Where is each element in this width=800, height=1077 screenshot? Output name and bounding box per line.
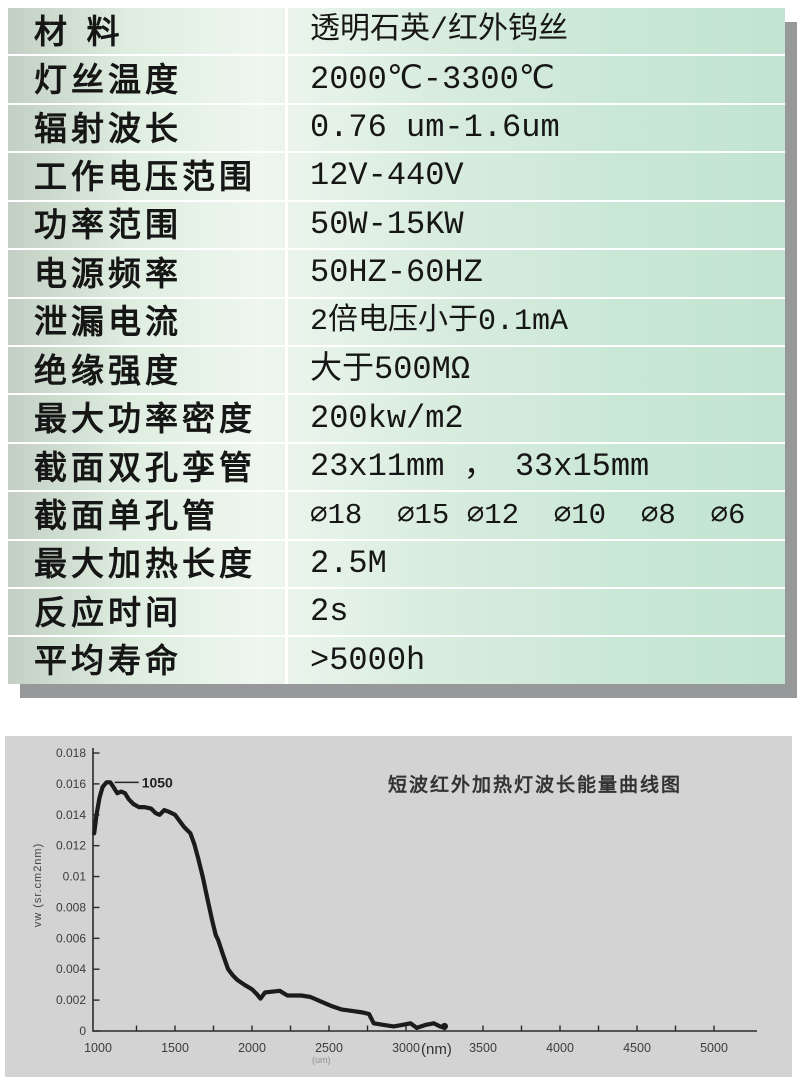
svg-text:1000: 1000	[84, 1041, 112, 1055]
spec-label: 平均寿命	[34, 641, 182, 681]
spec-label: 灯丝温度	[34, 60, 182, 100]
spec-value: >5000h	[310, 641, 426, 679]
svg-text:1050: 1050	[142, 774, 173, 790]
x-unit-small-label: (um)	[312, 1055, 331, 1065]
chart-title: 短波红外加热灯波长能量曲线图	[388, 774, 683, 796]
table-row: 平均寿命 >5000h	[8, 635, 785, 683]
spec-label: 绝缘强度	[34, 350, 182, 390]
spec-value: 50HZ-60HZ	[310, 254, 483, 292]
svg-text:0.006: 0.006	[56, 931, 86, 945]
spec-label: 截面单孔管	[34, 495, 219, 535]
svg-text:1500: 1500	[161, 1041, 189, 1055]
spec-value: 0.76 um-1.6um	[310, 109, 560, 147]
spec-label: 电源频率	[34, 253, 182, 293]
svg-text:0.008: 0.008	[56, 900, 86, 914]
table-row: 功率范围 50W-15KW	[8, 199, 785, 248]
spec-value: 12V-440V	[310, 157, 464, 195]
table-row: 绝缘强度 大于500MΩ	[8, 344, 785, 393]
table-column-divider	[285, 8, 288, 684]
spec-value: 大于500MΩ	[310, 351, 471, 389]
svg-text:2000: 2000	[238, 1041, 266, 1055]
table-row: 工作电压范围 12V-440V	[8, 151, 785, 199]
svg-text:0.012: 0.012	[56, 839, 86, 853]
table-row: 最大功率密度 200kw/m2	[8, 393, 785, 441]
svg-text:0: 0	[79, 1024, 86, 1038]
svg-text:5000: 5000	[700, 1041, 728, 1055]
svg-text:0.002: 0.002	[56, 993, 86, 1007]
spec-label: 最大加热长度	[34, 544, 256, 584]
svg-text:4000: 4000	[546, 1041, 574, 1055]
spec-label: 截面双孔孪管	[34, 447, 256, 487]
spec-label: 最大功率密度	[34, 399, 256, 439]
svg-text:0.016: 0.016	[56, 777, 86, 791]
spec-value: 透明石英/红外钨丝	[310, 14, 569, 49]
table-row: 最大加热长度 2.5M	[8, 538, 785, 587]
spec-label: 反应时间	[34, 592, 182, 632]
svg-text:0.004: 0.004	[56, 962, 86, 976]
x-unit-label: (nm)	[421, 1041, 452, 1058]
spec-value: 50W-15KW	[310, 205, 464, 243]
table-row: 截面双孔孪管 23x11mm ， 33x15mm	[8, 441, 785, 490]
spec-label: 材 料	[34, 11, 124, 51]
spec-value: 2.5M	[310, 544, 387, 582]
spec-value: 2倍电压小于0.1mA	[310, 304, 569, 339]
svg-text:4500: 4500	[623, 1041, 651, 1055]
spec-label: 辐射波长	[34, 108, 182, 148]
table-row: 反应时间 2s	[8, 587, 785, 635]
spec-table: 材 料 透明石英/红外钨丝 灯丝温度 2000℃-3300℃ 辐射波长 0.76…	[8, 8, 785, 684]
spec-value: 2000℃-3300℃	[310, 60, 555, 98]
table-row: 辐射波长 0.76 um-1.6um	[8, 102, 785, 151]
y-axis-label: vw (sr.cm2nm)	[32, 842, 44, 928]
spec-value: 200kw/m2	[310, 399, 464, 437]
svg-text:3000: 3000	[392, 1041, 420, 1055]
spec-value: 2s	[310, 593, 349, 631]
spec-value: 23x11mm ， 33x15mm	[310, 448, 650, 485]
table-row: 材 料 透明石英/红外钨丝	[8, 8, 785, 54]
svg-text:0.014: 0.014	[56, 808, 86, 822]
spec-label: 功率范围	[34, 205, 182, 245]
table-row: 截面单孔管 ∅18 ∅15 ∅12 ∅10 ∅8 ∅6	[8, 490, 785, 538]
table-row: 泄漏电流 2倍电压小于0.1mA	[8, 296, 785, 345]
table-row: 电源频率 50HZ-60HZ	[8, 248, 785, 296]
table-row: 灯丝温度 2000℃-3300℃	[8, 54, 785, 102]
spec-label: 泄漏电流	[34, 302, 182, 342]
spec-value: ∅18 ∅15 ∅12 ∅10 ∅8 ∅6	[310, 498, 746, 532]
svg-text:0.01: 0.01	[63, 870, 87, 884]
spec-label: 工作电压范围	[34, 156, 256, 196]
svg-text:2500: 2500	[315, 1041, 343, 1055]
energy-curve-svg: 0.018 0.016 0.014 0.012 0.01 0.008 0.006 0.004 0…	[56, 746, 757, 1055]
svg-text:3500: 3500	[469, 1041, 497, 1055]
chart-panel: 0.018 0.016 0.014 0.012 0.01 0.008 0.006 0.004 0…	[5, 736, 792, 1077]
svg-text:0.018: 0.018	[56, 746, 86, 760]
